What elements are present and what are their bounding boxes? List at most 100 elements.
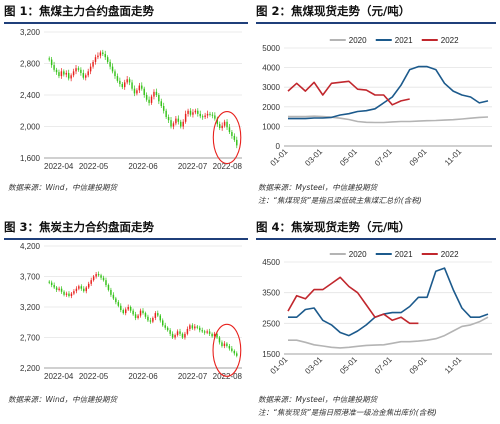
- candle: [80, 69, 82, 73]
- candle: [119, 80, 121, 84]
- y-tick-label: 3,700: [20, 273, 41, 282]
- candle: [72, 71, 75, 76]
- source-note: 数据来源：Mysteel，中信建投期货: [258, 183, 378, 192]
- candle: [48, 281, 50, 283]
- candle: [94, 57, 97, 62]
- candle: [75, 288, 78, 292]
- series-line-2020: [288, 115, 489, 124]
- candle: [180, 121, 182, 127]
- candle: [213, 333, 216, 337]
- candle: [221, 125, 223, 129]
- candle: [65, 293, 68, 295]
- panel-title: 图 3：焦炭主力合约盘面走势: [4, 220, 155, 234]
- candle: [106, 57, 109, 62]
- candle: [158, 95, 160, 102]
- candle: [231, 132, 233, 136]
- legend-label: 2020: [349, 36, 367, 45]
- candle: [186, 328, 189, 334]
- y-tick-label: 3000: [262, 83, 280, 92]
- candle: [162, 320, 164, 326]
- candle: [208, 331, 211, 334]
- candle: [236, 139, 238, 146]
- candle: [112, 294, 115, 299]
- candle: [124, 309, 127, 314]
- candle: [137, 315, 139, 318]
- x-tick-label: 2022-06: [128, 372, 158, 381]
- candle: [184, 333, 186, 338]
- title-rule: [256, 22, 496, 24]
- candle: [67, 72, 70, 79]
- candle: [233, 350, 236, 354]
- candle: [216, 118, 219, 125]
- panel-coke-spot: 图 4：焦炭现货走势（元/吨） 1500 2500 3500 4500 2020 2021…: [256, 218, 496, 422]
- candle: [203, 331, 206, 333]
- legend-label: 2020: [349, 250, 367, 259]
- source-note: 数据来源：Mysteel，中信建投期货: [258, 395, 378, 404]
- candle: [122, 310, 124, 314]
- candle: [99, 52, 102, 56]
- panel-coke-futures: 图 3：焦炭主力合约盘面走势 2,200 2,700 3,200 3,700 4,200…: [4, 218, 248, 418]
- candle: [132, 310, 134, 315]
- series-line-2021: [288, 65, 489, 120]
- x-tick-label: 2022-07: [178, 372, 208, 381]
- candle: [70, 293, 73, 297]
- candle: [92, 61, 94, 67]
- x-tick-label: 2022-04: [44, 162, 74, 171]
- candle: [164, 325, 166, 328]
- candle: [228, 127, 231, 133]
- candle: [95, 274, 97, 277]
- series-line-2020: [288, 316, 489, 349]
- candle: [128, 79, 131, 83]
- x-tick-label: 2022-06: [128, 162, 158, 171]
- candle: [154, 313, 157, 318]
- candle: [110, 289, 112, 295]
- candle: [169, 330, 171, 334]
- candle: [170, 120, 172, 127]
- x-tick-label: 2022-05: [79, 162, 109, 171]
- candle: [204, 115, 206, 118]
- candle: [199, 113, 201, 117]
- candle: [68, 293, 70, 297]
- panel-title: 图 4：焦炭现货走势（元/吨）: [256, 220, 411, 234]
- candle: [145, 95, 148, 100]
- candle: [87, 71, 89, 76]
- x-tick-label: 05-01: [338, 355, 359, 376]
- candle: [171, 333, 174, 338]
- candle: [196, 326, 199, 328]
- candle: [144, 313, 147, 317]
- candle: [73, 291, 75, 294]
- candle: [211, 114, 214, 116]
- candle: [90, 280, 92, 284]
- candle: [167, 117, 170, 121]
- candle: [85, 287, 87, 292]
- candle: [159, 315, 162, 321]
- candle: [82, 72, 85, 78]
- candle: [60, 71, 63, 77]
- y-tick-label: 3,200: [20, 303, 41, 312]
- candle: [60, 288, 63, 292]
- candle: [218, 337, 221, 343]
- candle: [226, 343, 228, 347]
- candle: [102, 277, 105, 281]
- panel-title: 图 2：焦煤现货走势（元/吨）: [256, 4, 411, 18]
- y-tick-label: 2,000: [20, 123, 41, 132]
- candle: [165, 110, 167, 118]
- title-rule: [256, 238, 496, 240]
- candle: [219, 124, 221, 129]
- candle: [181, 333, 184, 338]
- candle: [116, 76, 119, 81]
- x-tick-label: 2022-08: [213, 162, 243, 171]
- candle: [139, 310, 142, 316]
- candle: [55, 287, 58, 290]
- footnote: 注：“焦炭现货”是指日照港准一级冶金焦出库价(含税): [258, 408, 437, 417]
- candle: [223, 343, 226, 347]
- candle: [63, 291, 65, 295]
- candle: [104, 54, 106, 58]
- candle: [160, 101, 162, 107]
- candle: [226, 121, 228, 128]
- x-tick-label: 05-01: [338, 147, 359, 168]
- candle: [142, 310, 144, 314]
- candle: [172, 123, 175, 127]
- candle: [157, 313, 159, 316]
